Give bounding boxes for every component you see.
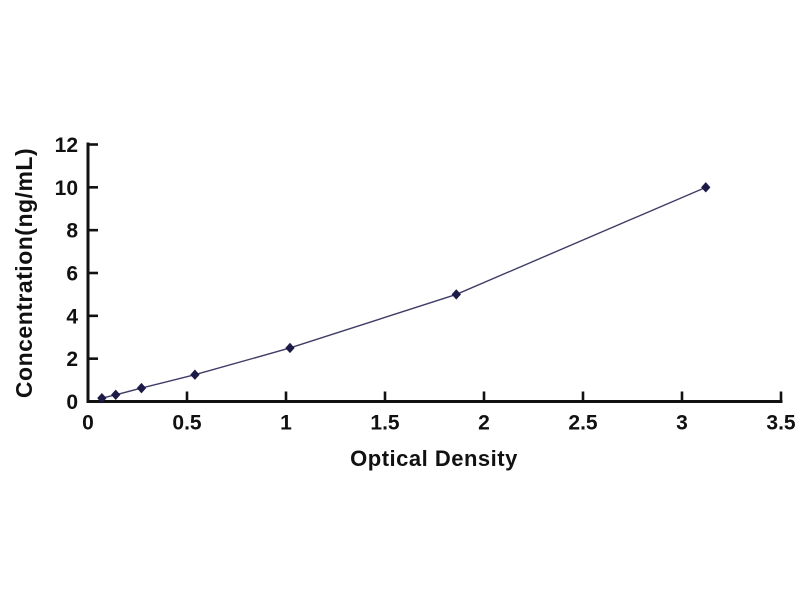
standard-curve-series [97,182,711,404]
data-point-marker [136,382,147,394]
y-tick-label: 12 [55,134,78,157]
y-tick-label: 2 [66,348,78,371]
x-tick-label: 0.5 [172,412,202,435]
x-tick-label: 1 [280,412,292,435]
data-point-marker [190,369,200,380]
y-tick-label: 0 [66,391,78,414]
x-axis-tick-labels: 0 0.5 1 1.5 2 2.5 3 3.5 [82,412,796,435]
y-axis-tick-labels: 0 2 4 6 8 10 12 [55,134,79,414]
series-line [101,186,707,399]
x-axis-ticks [185,391,783,402]
x-tick-label: 2.5 [568,412,598,435]
data-point-marker [701,182,711,193]
x-tick-label: 3 [676,412,688,435]
y-axis-ticks [88,143,98,360]
y-tick-label: 8 [66,220,78,243]
y-tick-label: 6 [66,263,78,286]
data-point-marker [111,389,121,400]
axis-spines [86,142,783,403]
x-tick-label: 2 [478,412,490,435]
x-tick-label: 0 [82,412,94,435]
x-tick-label: 1.5 [370,412,400,435]
y-axis-title: Concentration(ng/mL) [11,148,37,398]
x-axis-title: Optical Density [350,446,518,471]
data-point-marker [285,342,295,354]
data-point-marker [451,289,461,300]
x-tick-label: 3.5 [766,412,796,435]
data-point-marker [97,392,107,404]
y-tick-label: 10 [55,177,78,200]
y-tick-label: 4 [66,305,78,328]
